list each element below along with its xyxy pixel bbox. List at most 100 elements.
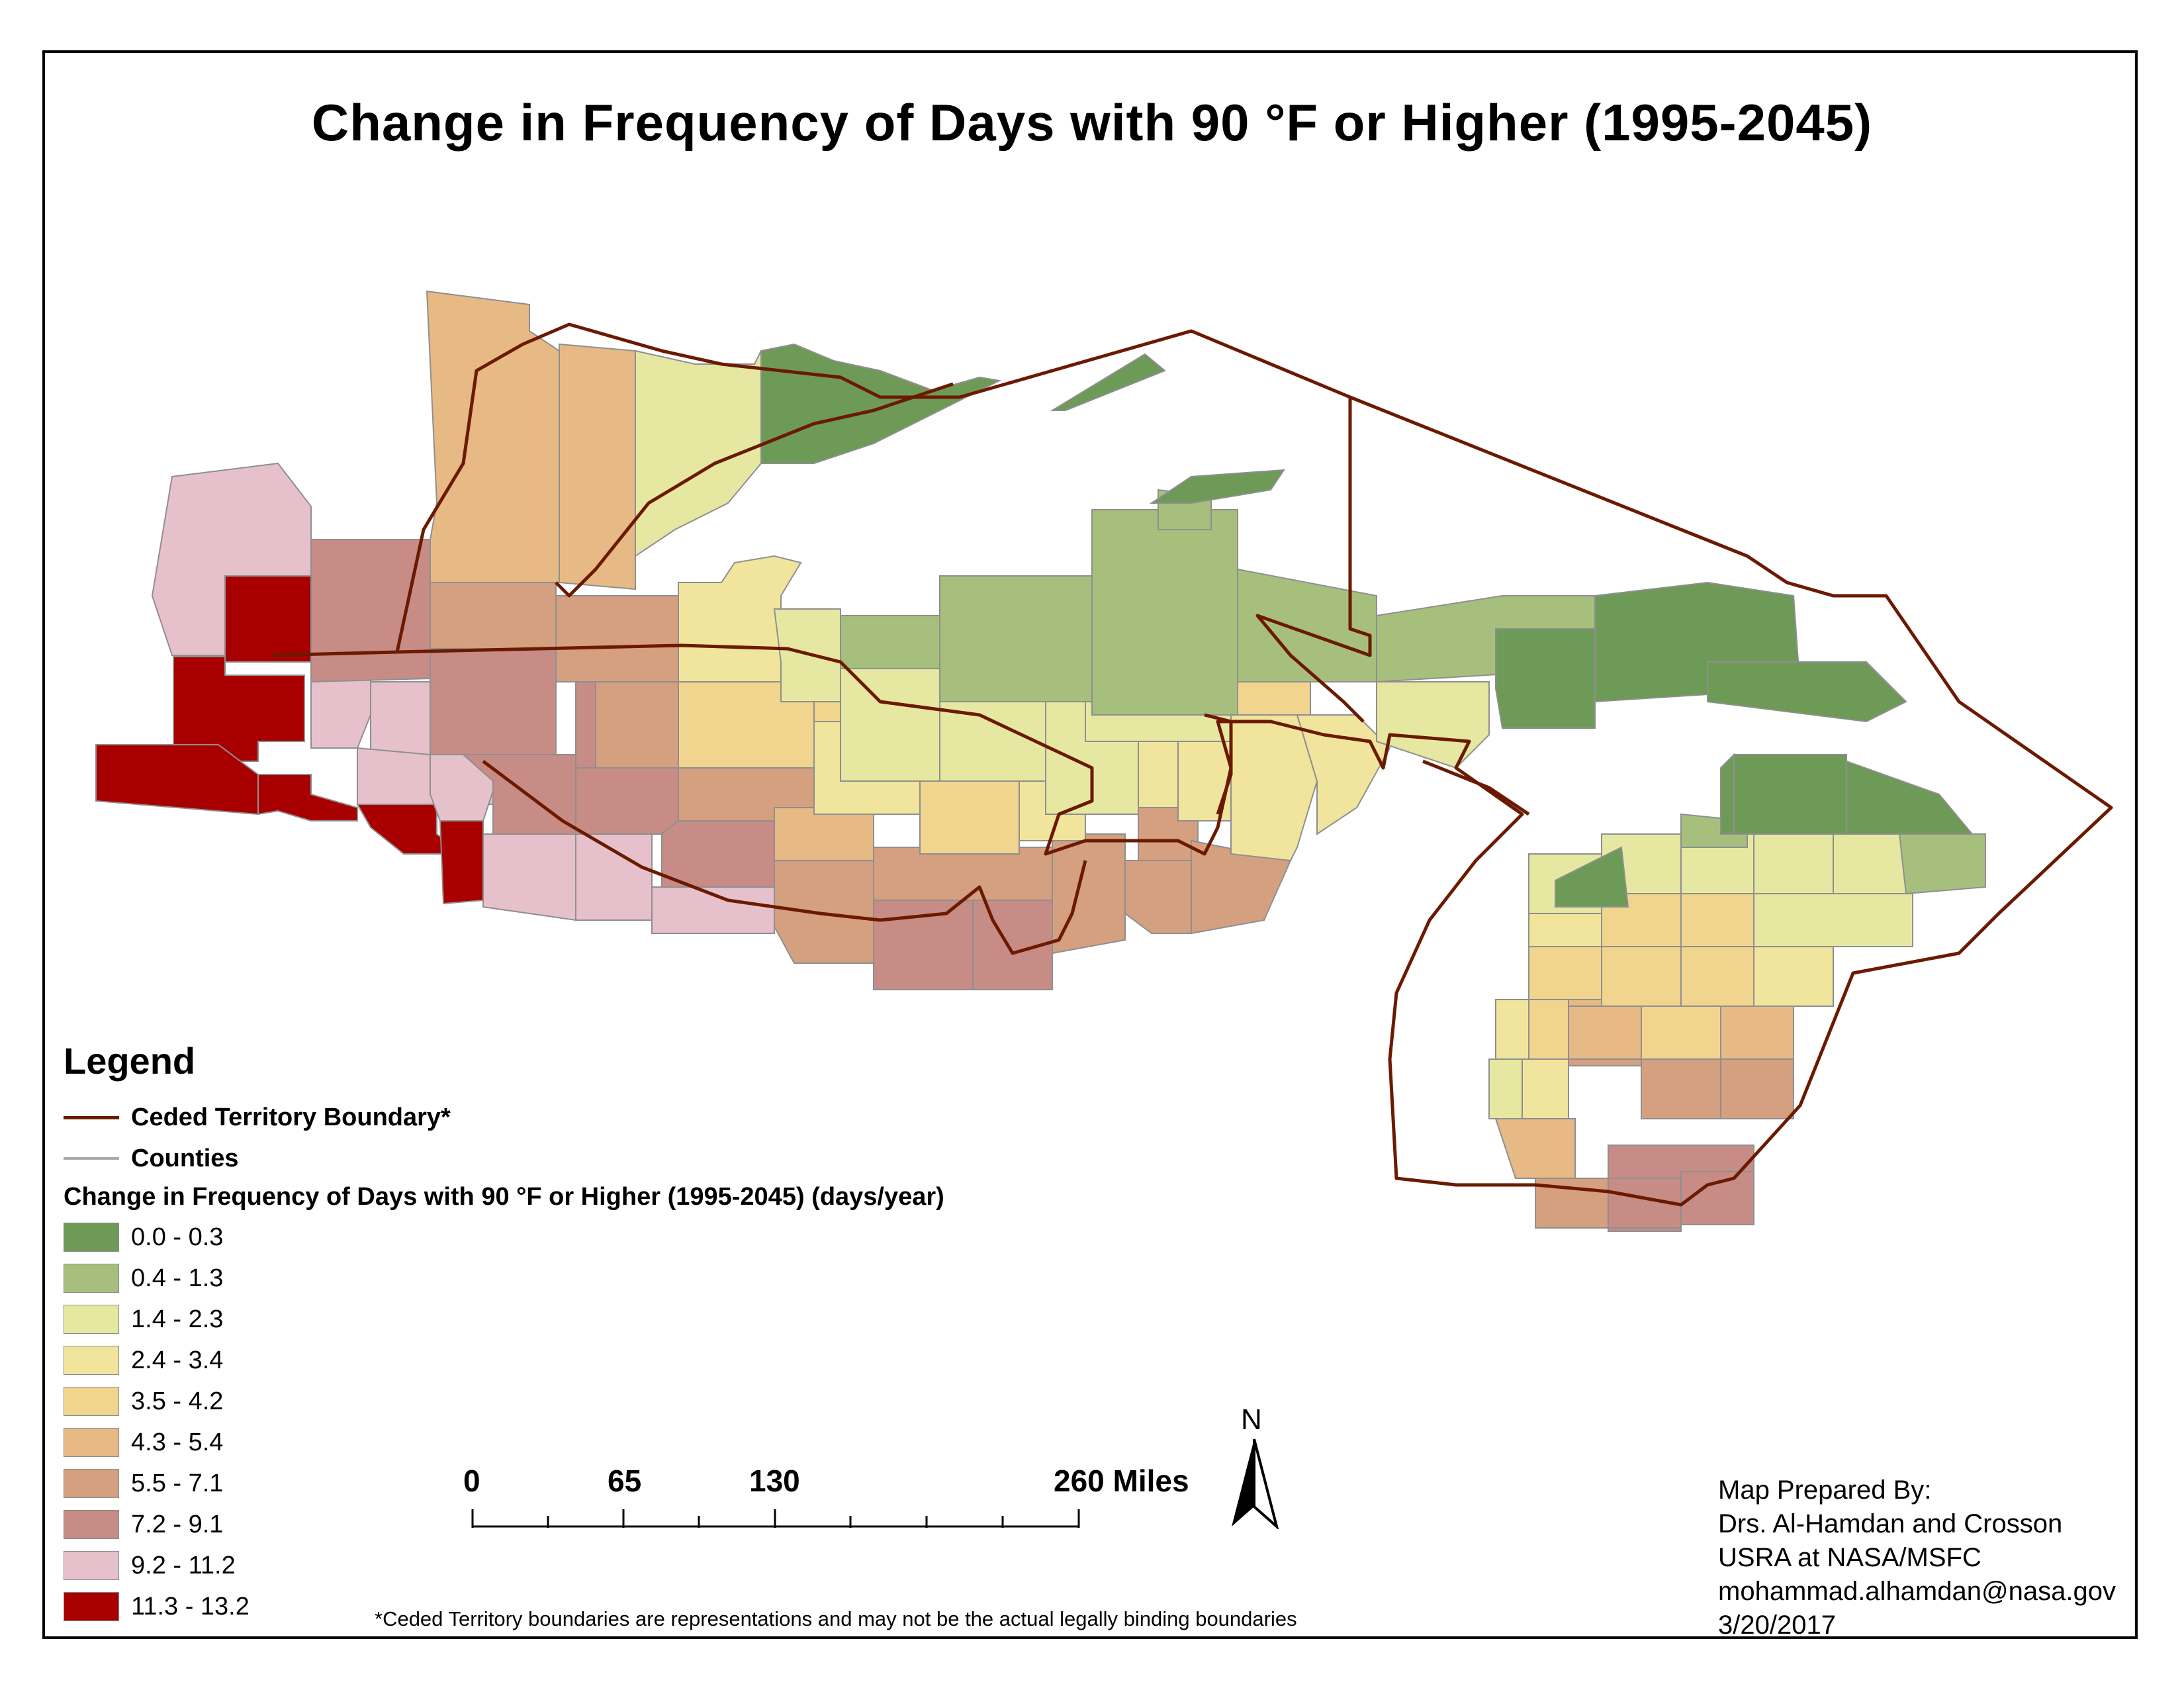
county-region xyxy=(774,860,874,964)
ceded-territory-boundary xyxy=(1255,397,1372,723)
county-region xyxy=(1495,628,1596,729)
county-region xyxy=(1720,753,1735,835)
county-region xyxy=(370,681,431,755)
county-region xyxy=(1680,893,1754,947)
legend-class: 0.4 - 1.3 xyxy=(64,1258,944,1299)
county-region xyxy=(1707,661,1907,723)
legend-swatch xyxy=(64,1469,119,1498)
county-region xyxy=(873,847,1053,901)
credit-line: USRA at NASA/MSFC xyxy=(1718,1543,1981,1572)
legend: Legend Ceded Territory Boundary* Countie… xyxy=(64,1039,944,1627)
county-region xyxy=(774,807,874,861)
county-region xyxy=(1753,893,1913,947)
legend-swatch xyxy=(64,1551,119,1580)
county-region xyxy=(595,681,679,769)
scale-bar xyxy=(471,1509,1080,1528)
county-region xyxy=(939,575,1093,702)
county-region xyxy=(439,820,484,905)
county-region xyxy=(1495,999,1529,1060)
county-line-icon xyxy=(64,1157,119,1160)
north-label: N xyxy=(1241,1403,1262,1436)
county-region xyxy=(1833,833,1907,894)
county-region xyxy=(1846,760,1974,835)
legend-counties-entry: Counties xyxy=(64,1138,944,1179)
legend-class: 11.3 - 13.2 xyxy=(64,1586,944,1627)
county-region xyxy=(575,767,679,835)
legend-class-label: 0.4 - 1.3 xyxy=(131,1264,224,1292)
legend-class: 1.4 - 2.3 xyxy=(64,1299,944,1340)
county-region xyxy=(1680,946,1754,1007)
legend-class-label: 4.3 - 5.4 xyxy=(131,1428,224,1456)
credit-block: Map Prepared By: Drs. Al-Hamdan and Cros… xyxy=(1718,1474,2116,1642)
legend-swatch xyxy=(64,1387,119,1416)
county-region xyxy=(840,661,940,782)
north-arrow-icon xyxy=(1232,1438,1279,1529)
legend-swatch xyxy=(64,1223,119,1252)
county-region xyxy=(426,290,560,583)
county-region xyxy=(1555,846,1629,908)
county-region xyxy=(1237,568,1377,682)
county-region xyxy=(840,615,940,669)
county-region xyxy=(1376,681,1490,769)
legend-class-label: 11.3 - 13.2 xyxy=(131,1592,250,1620)
legend-class-label: 7.2 - 9.1 xyxy=(131,1510,224,1538)
county-region xyxy=(482,833,576,921)
ceded-territory-boundary xyxy=(555,382,954,598)
county-region xyxy=(661,820,775,888)
county-region xyxy=(1149,469,1285,504)
county-region xyxy=(1488,1058,1523,1119)
county-region xyxy=(1494,1118,1576,1179)
county-region xyxy=(151,462,312,656)
ceded-territory-boundary xyxy=(1204,713,1233,815)
legend-class-label: 2.4 - 3.4 xyxy=(131,1346,224,1374)
legend-swatch xyxy=(64,1592,119,1621)
county-region xyxy=(430,582,557,649)
ceded-territory-boundary xyxy=(482,760,1087,955)
legend-class-label: 3.5 - 4.2 xyxy=(131,1387,224,1415)
legend-class-label: 1.4 - 2.3 xyxy=(131,1305,224,1333)
legend-class: 0.0 - 0.3 xyxy=(64,1217,944,1258)
county-region xyxy=(1091,509,1238,716)
scale-tick-label: 260 Miles xyxy=(1054,1464,1189,1498)
county-region xyxy=(760,343,1002,464)
county-region xyxy=(1528,999,1569,1060)
county-region xyxy=(310,539,431,683)
county-region xyxy=(1753,946,1834,1007)
county-region xyxy=(1528,946,1602,1000)
map-title: Change in Frequency of Days with 90 °F o… xyxy=(311,93,1873,152)
scale-tick-label: 0 xyxy=(463,1464,480,1498)
county-region xyxy=(1733,754,1847,835)
county-region xyxy=(430,648,557,755)
legend-boundary-label: Ceded Territory Boundary* xyxy=(131,1103,451,1131)
county-region xyxy=(1601,946,1682,1007)
county-region xyxy=(1720,1006,1794,1060)
legend-variable-label: Change in Frequency of Days with 90 °F o… xyxy=(64,1183,944,1211)
county-region xyxy=(1528,913,1602,947)
legend-swatch xyxy=(64,1264,119,1293)
county-region xyxy=(1753,833,1834,894)
boundary-line-icon xyxy=(64,1115,119,1119)
scale-tick-label: 65 xyxy=(608,1464,642,1498)
county-region xyxy=(1641,1058,1721,1119)
legend-class: 4.3 - 5.4 xyxy=(64,1422,944,1463)
scale-tick-label: 130 xyxy=(749,1464,800,1498)
footnote: *Ceded Territory boundaries are represen… xyxy=(375,1607,1297,1630)
county-region xyxy=(575,833,653,921)
legend-swatch xyxy=(64,1346,119,1375)
county-region xyxy=(1898,833,1986,895)
county-region xyxy=(257,774,358,821)
county-region xyxy=(1124,860,1192,934)
legend-class: 3.5 - 4.2 xyxy=(64,1381,944,1422)
county-region xyxy=(559,343,636,590)
legend-class-label: 0.0 - 0.3 xyxy=(131,1223,224,1251)
county-region xyxy=(1052,833,1126,955)
county-region xyxy=(461,754,576,835)
legend-class: 5.5 - 7.1 xyxy=(64,1463,944,1504)
legend-classes: 0.0 - 0.3 0.4 - 1.3 1.4 - 2.3 2.4 - 3.4 … xyxy=(64,1217,944,1627)
legend-swatch xyxy=(64,1305,119,1334)
legend-class: 2.4 - 3.4 xyxy=(64,1340,944,1381)
county-region xyxy=(1720,1058,1794,1119)
map-frame xyxy=(42,50,2138,1639)
county-region xyxy=(224,575,312,663)
